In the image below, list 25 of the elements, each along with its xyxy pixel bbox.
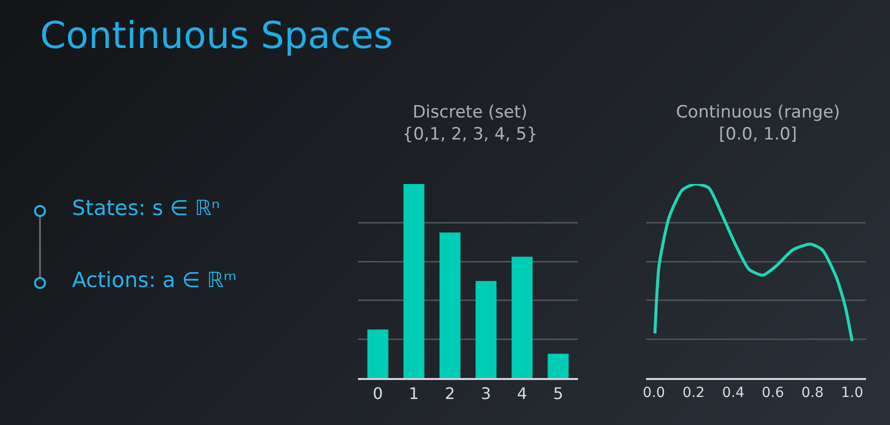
text: Continuous Spaces [40, 14, 393, 57]
x-tick-label: 4 [517, 384, 528, 404]
text: States: s ∈ ℝⁿ [72, 196, 220, 220]
chart-title: Continuous (range) [676, 102, 840, 122]
x-tick-label: 0 [372, 384, 383, 404]
x-tick-label: 0.0 [642, 384, 666, 401]
x-tick-label: 1 [408, 384, 419, 404]
bar [512, 256, 533, 378]
x-tick-label: 5 [553, 384, 564, 404]
x-tick-label: 0.4 [722, 384, 744, 401]
chart-subtitle: {0,1, 2, 3, 4, 5} [402, 124, 538, 144]
bar [476, 281, 496, 378]
chart-subtitle: [0.0, 1.0] [718, 124, 798, 144]
bar [548, 354, 569, 378]
bar [440, 232, 460, 378]
x-tick-label: 0.8 [801, 384, 824, 401]
text: Actions: a ∈ ℝᵐ [72, 268, 237, 292]
x-tick-label: 0.6 [762, 384, 784, 401]
bar [367, 330, 388, 378]
chart-title: Discrete (set) [412, 102, 528, 122]
x-tick-label: 3 [480, 384, 492, 404]
x-tick-label: 1.0 [840, 384, 864, 401]
bar [403, 184, 424, 378]
x-tick-label: 0.2 [682, 384, 705, 401]
x-tick-label: 2 [444, 384, 456, 404]
